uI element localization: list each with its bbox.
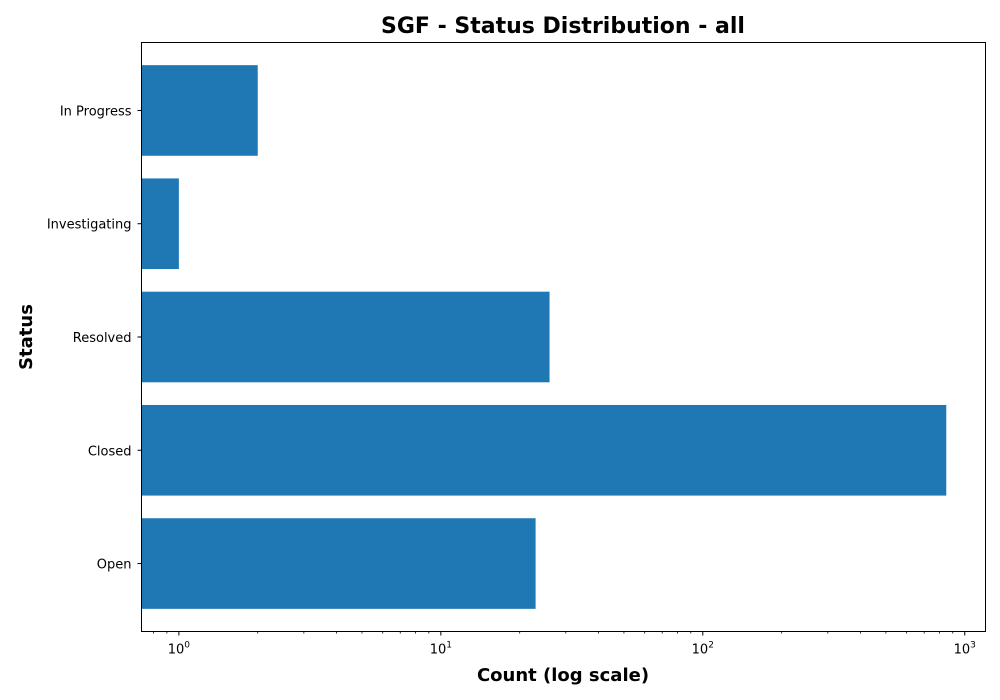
x-tick-label: 103 bbox=[954, 641, 976, 658]
y-axis-label: Status bbox=[16, 304, 37, 370]
y-tick-label-open: Open bbox=[97, 558, 132, 573]
x-tick-label: 100 bbox=[168, 641, 191, 658]
x-axis-ticks: 100 101 102 103 bbox=[168, 631, 976, 658]
x-tick-label: 101 bbox=[430, 641, 452, 658]
x-tick-label: 102 bbox=[692, 641, 714, 658]
bar-investigating bbox=[141, 178, 179, 270]
y-tick-label-closed: Closed bbox=[88, 444, 132, 459]
chart-title: SGF - Status Distribution - all bbox=[381, 14, 745, 39]
y-tick-label-resolved: Resolved bbox=[73, 331, 132, 346]
y-tick-label-investigating: Investigating bbox=[47, 218, 132, 233]
y-tick-label-in-progress: In Progress bbox=[60, 104, 132, 119]
x-axis-label: Count (log scale) bbox=[477, 665, 649, 686]
y-axis-ticks: Open Closed Resolved Investigating In Progre… bbox=[47, 104, 142, 573]
bars-group bbox=[141, 65, 947, 609]
bar-open bbox=[141, 518, 536, 609]
x-axis-minor-ticks bbox=[153, 631, 954, 634]
bar-in-progress bbox=[141, 65, 258, 156]
bar-closed bbox=[141, 404, 947, 496]
bar-resolved bbox=[141, 291, 550, 383]
